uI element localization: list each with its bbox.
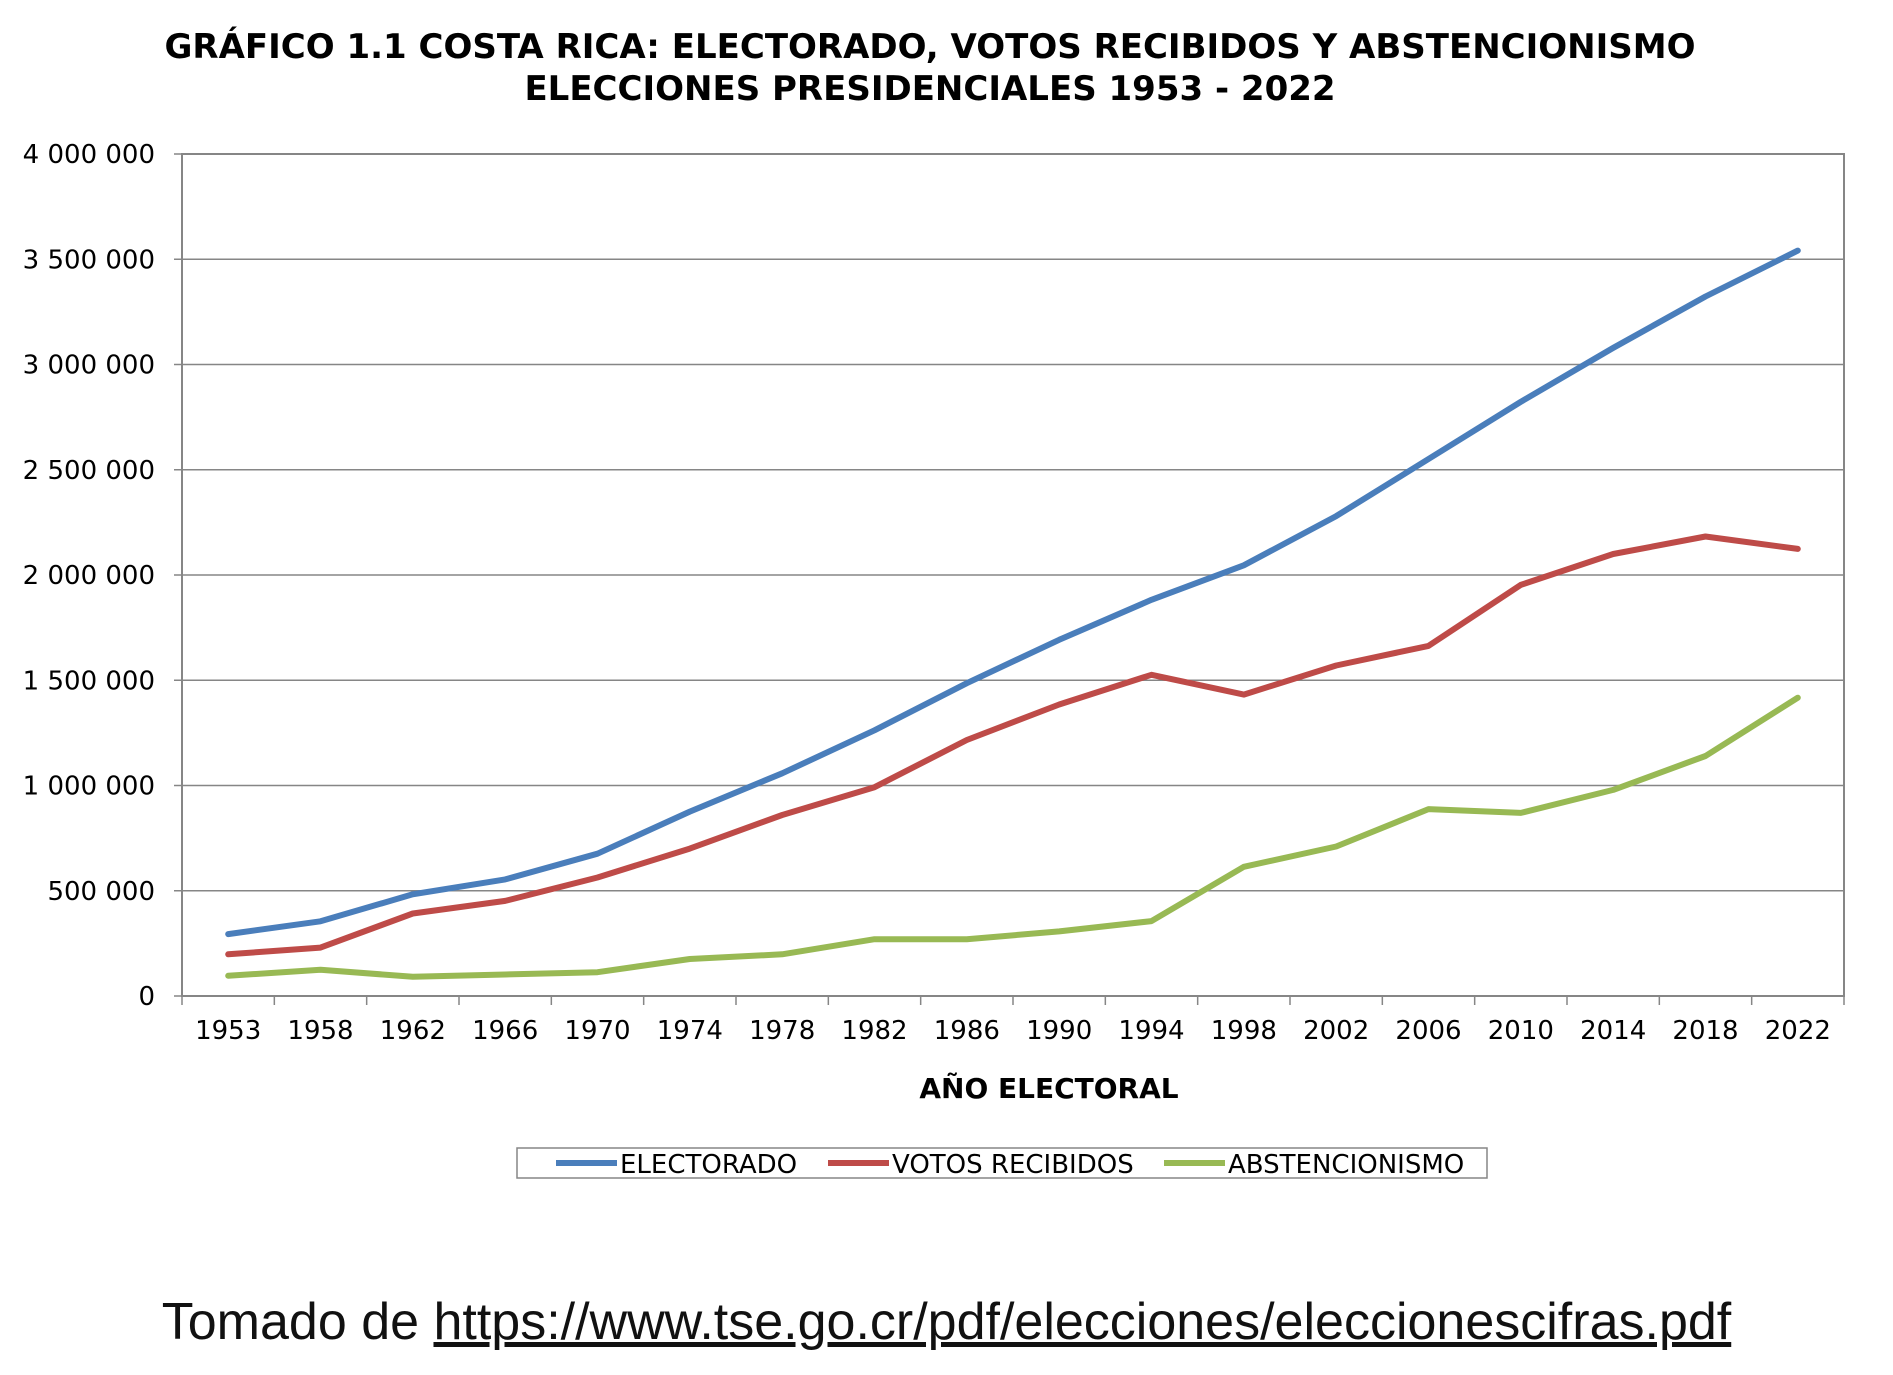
x-tick-label: 1994 <box>1118 1016 1184 1046</box>
x-tick-label: 1974 <box>657 1016 723 1046</box>
legend-label-electorado: ELECTORADO <box>620 1150 797 1180</box>
y-tick-label: 4 000 000 <box>23 140 155 170</box>
x-tick-label: 1970 <box>564 1016 630 1046</box>
x-tick-label: 2002 <box>1303 1016 1369 1046</box>
x-tick-label: 2010 <box>1488 1016 1554 1046</box>
source-note: Tomado de https://www.tse.go.cr/pdf/elec… <box>0 1292 1893 1352</box>
y-tick-label: 3 000 000 <box>23 351 155 381</box>
y-tick-label: 1 500 000 <box>23 666 155 696</box>
x-tick-label: 2018 <box>1672 1016 1738 1046</box>
x-tick-label: 2022 <box>1765 1016 1831 1046</box>
source-prefix: Tomado de <box>161 1293 434 1351</box>
x-axis-tick-labels: 1953 1958 1962 1966 1970 1974 1978 1982 1986 1990… <box>195 1016 1831 1046</box>
x-tick-label: 1998 <box>1211 1016 1277 1046</box>
x-tick-label: 2006 <box>1395 1016 1461 1046</box>
legend-box <box>516 1147 1488 1179</box>
x-tick-label: 1978 <box>749 1016 815 1046</box>
x-tick-label: 1958 <box>287 1016 353 1046</box>
series-line-votos-recibidos <box>225 533 1801 958</box>
x-tick-label: 1982 <box>841 1016 907 1046</box>
legend: ELECTORADO VOTOS RECIBIDOS ABSTENCIONISM… <box>516 1147 1488 1180</box>
x-axis-title: AÑO ELECTORAL <box>919 1071 1178 1105</box>
data-series <box>225 247 1801 980</box>
x-tick-label: 1986 <box>934 1016 1000 1046</box>
legend-label-votos-recibidos: VOTOS RECIBIDOS <box>892 1150 1134 1180</box>
chart-subtitle: ELECCIONES PRESIDENCIALES 1953 - 2022 <box>524 69 1335 109</box>
chart-title: GRÁFICO 1.1 COSTA RICA: ELECTORADO, VOTO… <box>165 26 1696 67</box>
x-tick-label: 2014 <box>1580 1016 1646 1046</box>
line-chart: GRÁFICO 1.1 COSTA RICA: ELECTORADO, VOTO… <box>23 26 1845 1180</box>
y-axis-tick-labels: 0 500 000 1 000 000 1 500 000 2 000 000 2 500… <box>23 140 182 1012</box>
series-line-abstencionismo <box>225 694 1801 980</box>
x-tick-label: 1966 <box>472 1016 538 1046</box>
source-link[interactable]: https://www.tse.go.cr/pdf/elecciones/ele… <box>433 1293 1732 1351</box>
x-axis-tick-marks <box>181 996 1845 1005</box>
y-tick-label: 3 500 000 <box>23 245 155 275</box>
y-tick-label: 1 000 000 <box>23 772 155 802</box>
series-line-electorado <box>225 247 1801 938</box>
x-tick-label: 1962 <box>380 1016 446 1046</box>
y-tick-label: 0 <box>138 982 155 1012</box>
y-tick-label: 2 000 000 <box>23 561 155 591</box>
y-tick-label: 500 000 <box>47 877 155 907</box>
y-tick-label: 2 500 000 <box>23 456 155 486</box>
x-tick-label: 1953 <box>195 1016 261 1046</box>
grid-lines <box>182 153 1844 892</box>
x-tick-label: 1990 <box>1026 1016 1092 1046</box>
legend-label-abstencionismo: ABSTENCIONISMO <box>1228 1150 1464 1180</box>
